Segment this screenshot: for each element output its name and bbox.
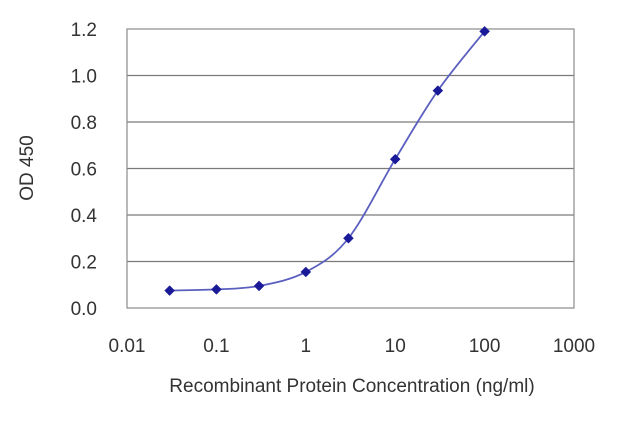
x-tick-label: 100	[469, 336, 501, 357]
x-tick-label: 0.1	[203, 336, 229, 357]
data-point	[389, 153, 401, 165]
y-tick-labels: 0.0 0.2 0.4 0.6 0.8 1.0 1.2	[71, 20, 98, 320]
y-tick-label: 0.8	[71, 113, 97, 134]
y-tick-label: 0.2	[71, 253, 97, 274]
data-point	[432, 85, 444, 96]
y-tick-label: 0.6	[71, 160, 97, 181]
x-tick-label: 10	[385, 336, 406, 357]
grid-lines	[127, 74, 574, 263]
data-point	[479, 25, 490, 37]
data-markers	[164, 25, 490, 296]
data-point	[211, 284, 222, 295]
data-point	[253, 280, 265, 292]
x-tick-labels: 0.01 0.1 1 10 100 1000	[109, 336, 596, 357]
y-axis-title: OD 450	[17, 135, 38, 200]
x-axis-title: Recombinant Protein Concentration (ng/ml…	[169, 376, 534, 397]
y-tick-label: 0.4	[71, 206, 98, 227]
plot-frame	[126, 28, 575, 309]
y-tick-label: 1.0	[71, 67, 97, 88]
data-point	[343, 232, 354, 244]
series-lines	[169, 30, 486, 292]
y-tick-label: 0.0	[71, 299, 97, 320]
data-point	[300, 266, 312, 278]
series-line-0	[169, 30, 486, 292]
x-tick-label: 1000	[553, 336, 595, 357]
x-tick-label: 0.01	[109, 336, 146, 357]
data-point	[164, 285, 176, 296]
x-tick-label: 1	[301, 336, 312, 357]
y-tick-label: 1.2	[71, 20, 97, 41]
